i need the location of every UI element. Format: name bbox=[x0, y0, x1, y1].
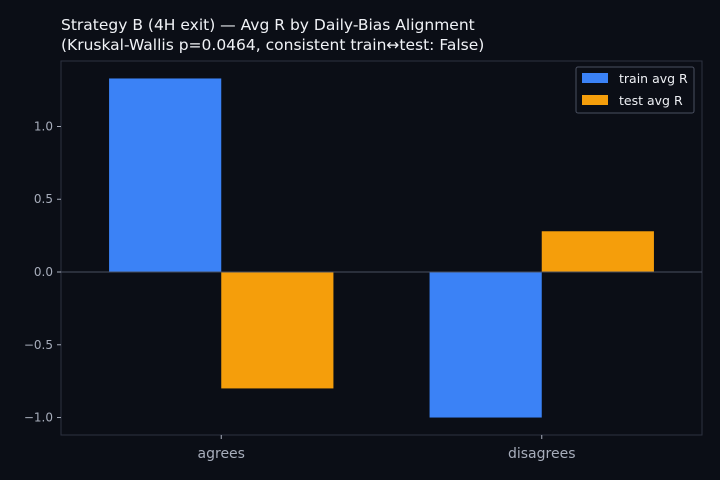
legend-swatch-test bbox=[582, 95, 608, 105]
bar-train-agrees bbox=[109, 78, 222, 273]
chart-subtitle: (Kruskal-Wallis p=0.0464, consistent tra… bbox=[61, 36, 485, 54]
bar-test-agrees bbox=[221, 272, 334, 389]
legend-swatch-train bbox=[582, 73, 608, 83]
y-tick-label: 0.0 bbox=[34, 265, 53, 279]
legend: train avg R test avg R bbox=[575, 66, 695, 114]
y-tick-label: −0.5 bbox=[24, 338, 53, 352]
y-tick-label: −1.0 bbox=[24, 411, 53, 425]
x-category-label: agrees bbox=[198, 446, 245, 462]
legend-label-test: test avg R bbox=[619, 93, 683, 108]
x-category-label: disagrees bbox=[508, 446, 576, 462]
bar-train-disagrees bbox=[429, 272, 542, 418]
chart-title: Strategy B (4H exit) — Avg R by Daily-Bi… bbox=[61, 16, 475, 34]
y-tick-label: 1.0 bbox=[34, 119, 53, 133]
plot-area bbox=[60, 60, 703, 436]
legend-label-train: train avg R bbox=[619, 71, 688, 86]
bar-test-disagrees bbox=[541, 231, 654, 273]
y-tick-label: 0.5 bbox=[34, 192, 53, 206]
